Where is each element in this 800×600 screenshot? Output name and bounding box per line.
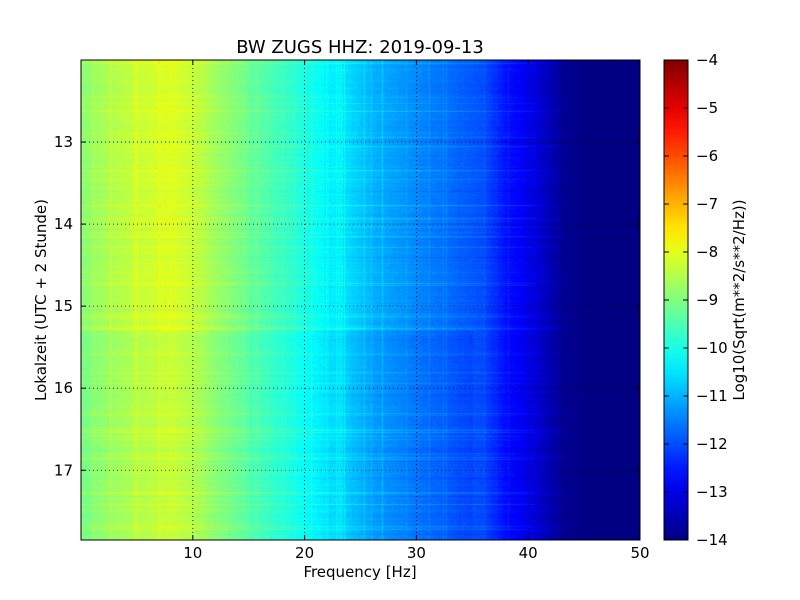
y-axis-label: Lokalzeit (UTC + 2 Stunde) (32, 199, 50, 401)
chart-title: BW ZUGS HHZ: 2019-09-13 (236, 37, 484, 58)
x-tick-label: 40 (519, 544, 538, 562)
y-tick-label: 15 (54, 297, 73, 315)
colorbar-tick-label: −13 (696, 483, 728, 501)
plot-frame (80, 59, 641, 541)
spectrogram-heatmap (81, 60, 640, 540)
colorbar-tick-label: −4 (696, 51, 718, 69)
y-tick-label: 13 (54, 133, 73, 151)
y-axis-ticks: 13 14 15 16 17 (54, 133, 640, 479)
colorbar-tick-label: −6 (696, 147, 718, 165)
colorbar-tick-label: −5 (696, 99, 718, 117)
y-tick-label: 14 (54, 215, 73, 233)
colorbar: −4 −5 −6 −7 −8 −9 −10 −11 −12 −13 −14 Log10(Sqrt(m… (663, 51, 748, 549)
colorbar-tick-label: −8 (696, 243, 718, 261)
colorbar-tick-label: −9 (696, 291, 718, 309)
colorbar-tick-label: −12 (696, 435, 728, 453)
x-tick-label: 50 (630, 544, 649, 562)
x-axis-label: Frequency [Hz] (303, 563, 416, 581)
colorbar-label: Log10(Sqrt(m**2/s**2/Hz)) (730, 199, 748, 400)
colorbar-ticks: −4 −5 −6 −7 −8 −9 −10 −11 −12 −13 −14 (664, 51, 728, 549)
colorbar-tick-label: −14 (696, 531, 728, 549)
colorbar-tick-label: −10 (696, 339, 728, 357)
colorbar-tick-label: −7 (696, 195, 718, 213)
y-tick-label: 17 (54, 461, 73, 479)
colorbar-tick-label: −11 (696, 387, 728, 405)
y-tick-label: 16 (54, 379, 73, 397)
x-axis-ticks: 10 20 30 40 50 (183, 60, 650, 562)
x-tick-label: 30 (407, 544, 426, 562)
plot-area: 10 20 30 40 50 13 14 15 16 17 (54, 59, 650, 562)
x-tick-label: 10 (183, 544, 202, 562)
grid-lines (81, 60, 640, 540)
x-tick-label: 20 (295, 544, 314, 562)
